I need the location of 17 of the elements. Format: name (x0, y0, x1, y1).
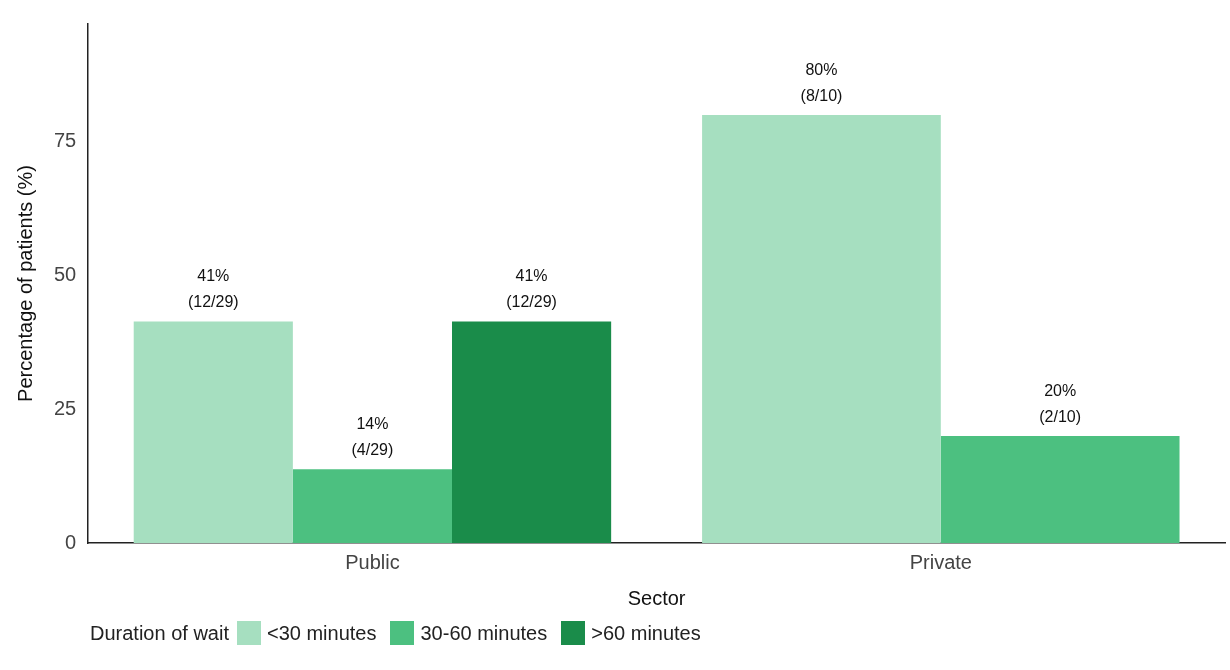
data-label: 20% (2/10) (1039, 381, 1082, 425)
legend-title: Duration of wait (90, 621, 229, 645)
data-label: 41% (12/29) (506, 267, 557, 311)
legend-label: 30-60 minutes (420, 621, 548, 645)
data-label: 14% (4/29) (351, 415, 394, 459)
x-tick-label: Private (909, 550, 972, 573)
legend-label: <30 minutes (266, 621, 377, 645)
y-tick-label: 75 (54, 129, 77, 152)
y-axis-title: Percentage of patients (%) (13, 165, 36, 402)
x-axis-title: Sector (627, 586, 686, 609)
y-tick-label: 25 (54, 396, 77, 419)
data-label: 80% (8/10) (800, 60, 843, 104)
x-tick-label: Public (345, 550, 400, 573)
y-tick-label: 0 (65, 530, 77, 553)
data-label: 41% (12/29) (187, 267, 239, 311)
legend-label: >60 minutes (591, 621, 701, 645)
y-tick-label: 50 (54, 262, 77, 285)
